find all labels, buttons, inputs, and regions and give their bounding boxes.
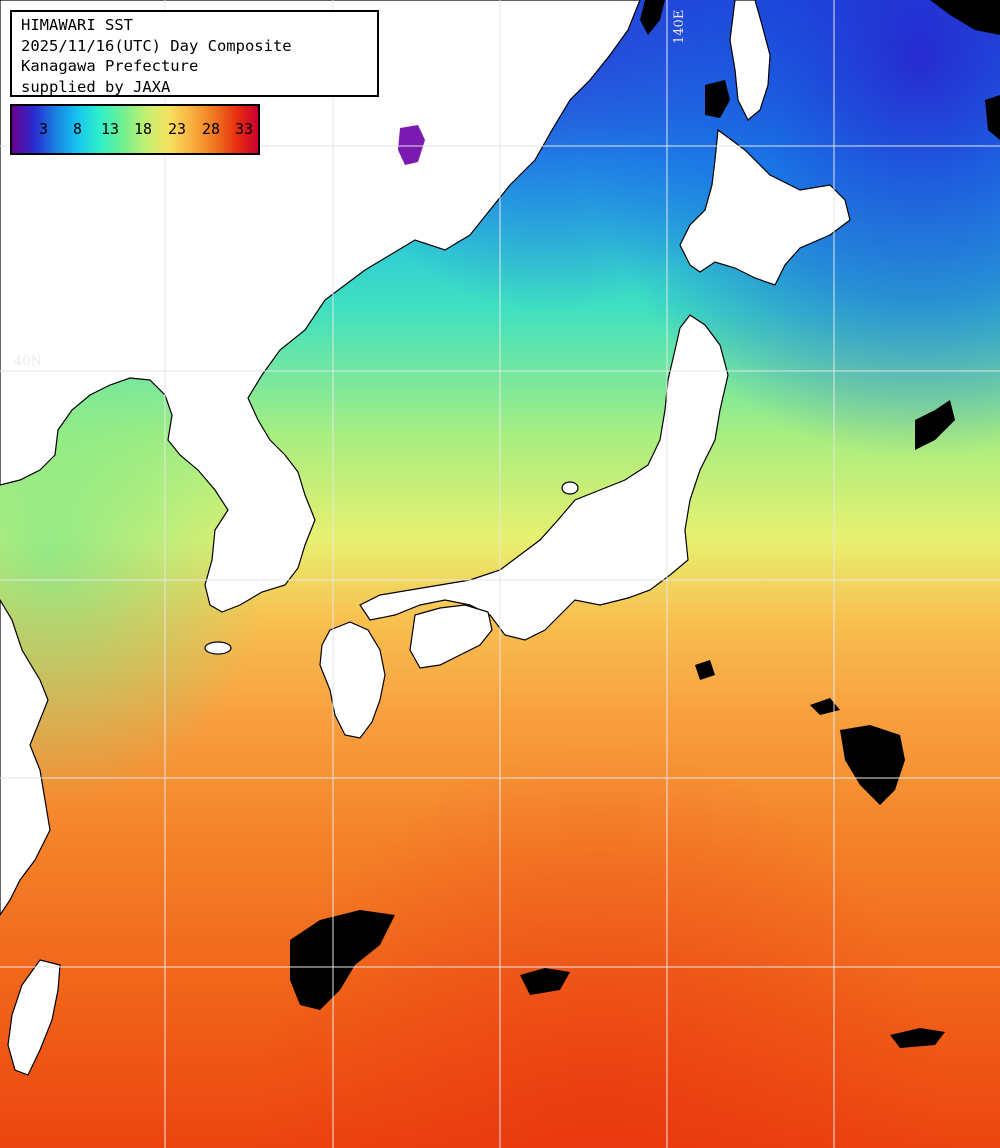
map-credit: supplied by JAXA	[21, 77, 171, 96]
land-shikoku	[409, 604, 493, 669]
colorbar-tick: 28	[202, 120, 221, 138]
land-taiwan	[7, 959, 61, 1076]
info-box: HIMAWARI SST 2025/11/16(UTC) Day Composi…	[10, 10, 379, 97]
colorbar-tick: 8	[73, 120, 83, 138]
land-sado	[561, 481, 579, 495]
land-china-coast	[0, 598, 51, 917]
latitude-label-40n: 40N	[14, 354, 42, 369]
colorbar-tick: 33	[235, 120, 254, 138]
map-prefecture: Kanagawa Prefecture	[21, 57, 199, 75]
land-jeju	[204, 641, 232, 655]
land-kyushu	[319, 621, 386, 739]
land-hokkaido	[679, 128, 851, 286]
map-title: HIMAWARI SST	[21, 16, 133, 34]
colorbar-tick: 13	[101, 120, 120, 138]
colorbar-tick: 23	[168, 120, 187, 138]
land-honshu	[359, 314, 729, 641]
colorbar-tick: 3	[39, 120, 49, 138]
land-sakhalin	[729, 0, 771, 121]
temperature-colorbar: 3 8 13 18 23 28 33	[10, 104, 260, 155]
map-date: 2025/11/16(UTC) Day Composite	[21, 36, 292, 55]
cloud-mask	[290, 0, 1000, 1048]
longitude-label-140e: 140E	[672, 9, 687, 44]
colorbar-tick: 18	[134, 120, 153, 138]
